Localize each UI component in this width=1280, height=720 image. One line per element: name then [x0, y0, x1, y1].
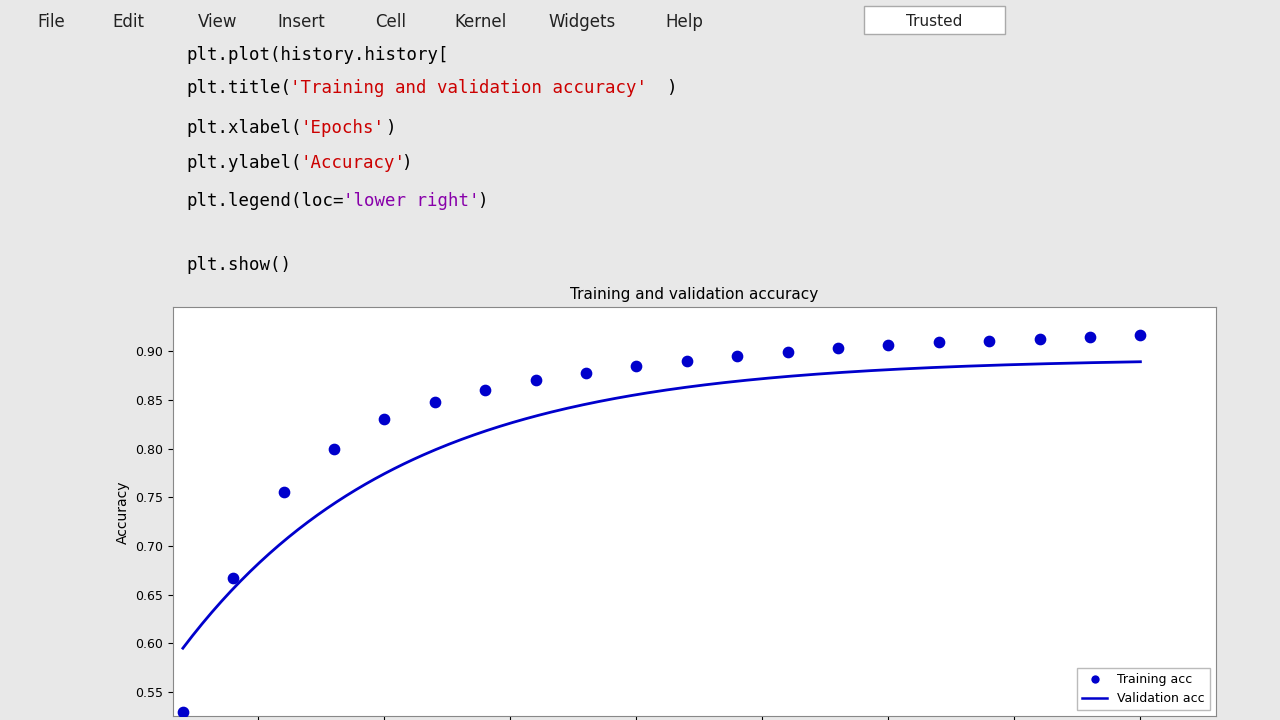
Point: [626, 360, 646, 372]
Text: ): ): [477, 192, 489, 210]
Text: Help: Help: [666, 13, 704, 31]
Text: Widgets: Widgets: [549, 13, 616, 31]
Point: [1029, 333, 1050, 344]
Text: Edit: Edit: [113, 13, 143, 31]
Point: [525, 374, 545, 386]
Point: [576, 367, 596, 379]
Point: [777, 346, 797, 358]
Text: ): ): [402, 155, 412, 173]
Point: [1130, 329, 1151, 341]
Text: plt.legend(loc=: plt.legend(loc=: [186, 192, 343, 210]
Text: File: File: [37, 13, 65, 31]
Text: plt.ylabel(: plt.ylabel(: [186, 155, 301, 173]
Point: [828, 343, 849, 354]
Text: plt.plot(history.history[: plt.plot(history.history[: [186, 45, 448, 63]
Text: Kernel: Kernel: [454, 13, 506, 31]
Text: ): ): [385, 119, 396, 137]
Point: [173, 706, 193, 717]
Point: [1080, 331, 1101, 343]
Point: [928, 337, 948, 348]
Text: 'Training and validation accuracy': 'Training and validation accuracy': [291, 79, 646, 97]
Point: [223, 572, 243, 584]
Point: [274, 487, 294, 498]
Text: 'lower right': 'lower right': [343, 192, 480, 210]
Point: [727, 351, 748, 362]
Text: plt.xlabel(: plt.xlabel(: [186, 119, 301, 137]
Point: [677, 355, 698, 366]
Text: Cell: Cell: [375, 13, 406, 31]
Title: Training and validation accuracy: Training and validation accuracy: [571, 287, 818, 302]
Text: Trusted: Trusted: [906, 14, 963, 30]
Text: 'Accuracy': 'Accuracy': [301, 155, 406, 173]
Text: View: View: [198, 13, 237, 31]
Point: [425, 396, 445, 408]
Text: 'Epochs': 'Epochs': [301, 119, 385, 137]
Point: [878, 340, 899, 351]
FancyBboxPatch shape: [864, 6, 1005, 34]
Point: [374, 414, 394, 426]
Y-axis label: Accuracy: Accuracy: [115, 480, 129, 544]
Point: [475, 384, 495, 396]
Text: Insert: Insert: [276, 13, 325, 31]
Text: ): ): [667, 79, 677, 97]
Point: [324, 443, 344, 454]
Legend: Training acc, Validation acc: Training acc, Validation acc: [1078, 668, 1210, 710]
Text: plt.show(): plt.show(): [186, 256, 291, 274]
Text: plt.title(: plt.title(: [186, 79, 291, 97]
Point: [979, 335, 1000, 346]
